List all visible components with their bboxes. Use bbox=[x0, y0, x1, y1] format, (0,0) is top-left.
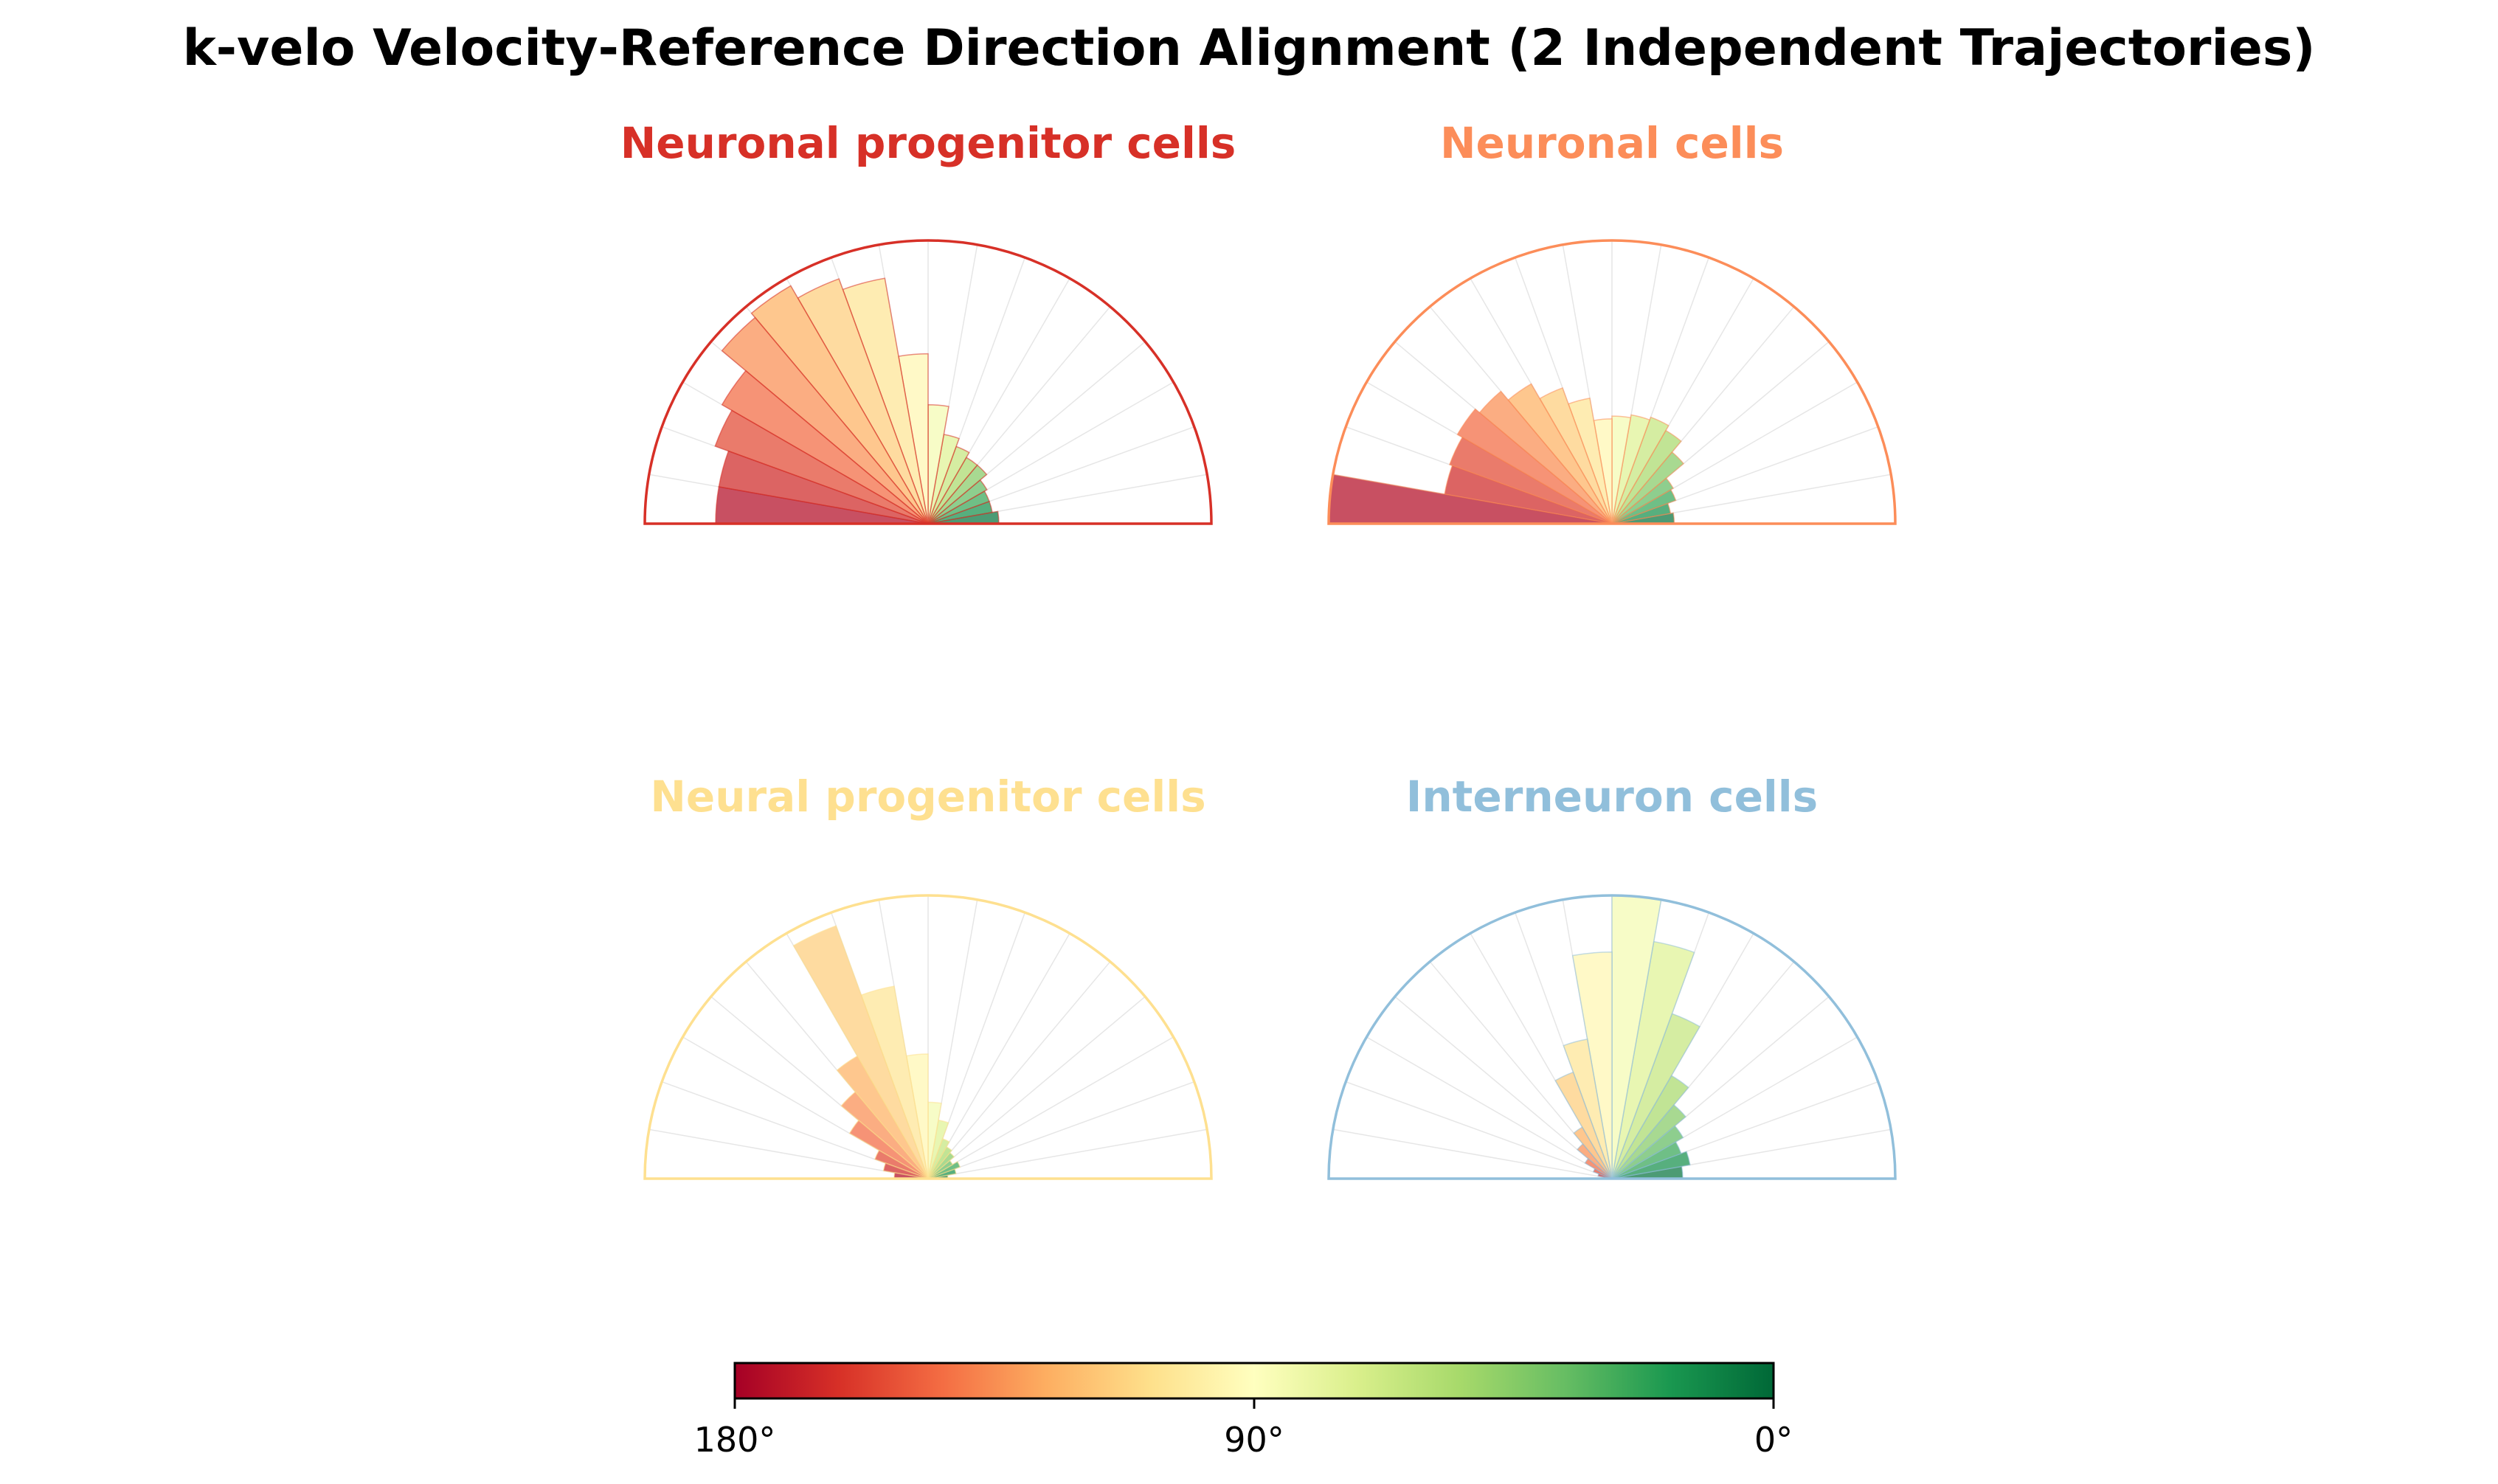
panel-title: Neuronal cells bbox=[1440, 118, 1784, 168]
polar-frame bbox=[643, 239, 1213, 525]
grid-spoke bbox=[1394, 996, 1613, 1179]
colorbar-tick-label-180: 180° bbox=[694, 1420, 776, 1460]
rose-bar bbox=[836, 1055, 929, 1179]
rose-bar bbox=[750, 285, 929, 524]
rose-bar bbox=[840, 1091, 929, 1179]
rose-bar bbox=[1573, 1126, 1613, 1179]
rose-bar bbox=[1456, 408, 1613, 524]
grid-spoke bbox=[1345, 1081, 1613, 1179]
polar-frame bbox=[1327, 894, 1897, 1180]
grid-spoke bbox=[927, 996, 1146, 1179]
rose-panel-4: Interneuron cells bbox=[1327, 772, 1897, 1180]
polar-frame bbox=[643, 894, 1213, 1180]
rose-panel-2: Neuronal cells bbox=[1327, 118, 1897, 525]
rose-bar bbox=[1611, 416, 1670, 524]
polar-frame bbox=[1327, 239, 1897, 525]
grid-spoke bbox=[1366, 1036, 1613, 1179]
grid-spoke bbox=[927, 961, 1111, 1179]
rose-panel-3: Neural progenitor cells bbox=[643, 772, 1213, 1180]
rose-panel-1: Neuronal progenitor cells bbox=[620, 118, 1236, 525]
rose-bar bbox=[848, 1119, 929, 1179]
rose-bar bbox=[792, 925, 929, 1179]
rose-bar bbox=[1584, 1157, 1613, 1179]
rose-bar bbox=[1554, 1071, 1613, 1179]
panel-title: Interneuron cells bbox=[1406, 772, 1818, 822]
panel-title: Neuronal progenitor cells bbox=[620, 118, 1236, 168]
figure-title: k-velo Velocity-Reference Direction Alig… bbox=[183, 19, 2316, 77]
rose-bar bbox=[1611, 414, 1651, 524]
panels: Neuronal progenitor cells Neuronal cells N… bbox=[620, 118, 1897, 1180]
rose-bar bbox=[721, 370, 929, 524]
rose-bar bbox=[1576, 1143, 1613, 1179]
colorbar-bar bbox=[733, 1362, 1775, 1400]
grid-spoke bbox=[927, 1036, 1174, 1179]
rose-bar bbox=[1448, 436, 1613, 524]
grid-spoke bbox=[927, 1128, 1208, 1179]
colorbar: 180° 90° 0° bbox=[694, 1362, 1793, 1460]
grid-spoke bbox=[1332, 1128, 1613, 1179]
panel-title: Neural progenitor cells bbox=[650, 772, 1205, 822]
rose-bar bbox=[714, 409, 929, 524]
rose-bar bbox=[873, 1149, 929, 1179]
rose-bar bbox=[721, 316, 929, 524]
grid-spoke bbox=[927, 1081, 1195, 1179]
colorbar-tick-label-0: 0° bbox=[1754, 1420, 1793, 1460]
rose-bar bbox=[1611, 415, 1632, 524]
grid-spoke bbox=[927, 933, 1070, 1179]
grid-spoke bbox=[648, 1128, 929, 1179]
colorbar-tick-label-90: 90° bbox=[1224, 1420, 1284, 1460]
rose-bar bbox=[1592, 1168, 1613, 1179]
rose-bar bbox=[882, 1162, 929, 1179]
